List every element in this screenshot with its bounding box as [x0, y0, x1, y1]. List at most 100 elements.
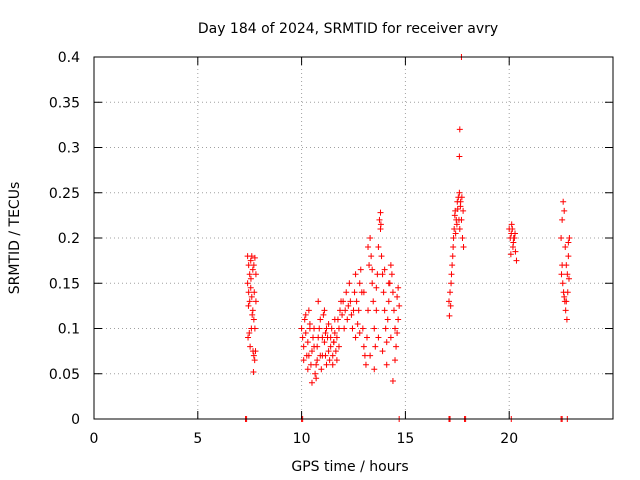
- data-point: [367, 235, 374, 241]
- data-point: [299, 334, 306, 341]
- data-point: [347, 298, 354, 305]
- data-point: [311, 325, 318, 332]
- data-point: [344, 316, 351, 323]
- data-point: [307, 361, 314, 368]
- data-point: [383, 339, 390, 346]
- data-point: [245, 302, 252, 309]
- data-point: [323, 325, 330, 332]
- data-point: [327, 334, 334, 341]
- data-point: [355, 307, 362, 314]
- data-point: [356, 330, 363, 337]
- data-point: [566, 235, 573, 241]
- data-point: [459, 235, 466, 241]
- data-point: [509, 244, 516, 251]
- data-point: [384, 316, 391, 323]
- data-point: [246, 271, 253, 278]
- data-point: [377, 209, 384, 216]
- data-point: [561, 207, 568, 214]
- data-point: [563, 298, 570, 305]
- data-point: [246, 298, 253, 305]
- data-point: [342, 307, 349, 314]
- data-point: [320, 311, 327, 318]
- data-point: [308, 348, 315, 355]
- data-point: [343, 289, 350, 296]
- data-point: [563, 316, 570, 323]
- data-point: [305, 307, 312, 314]
- data-point: [385, 280, 392, 287]
- data-point: [305, 352, 312, 359]
- data-point: [341, 325, 348, 332]
- data-point: [395, 316, 402, 323]
- data-point: [450, 244, 457, 251]
- data-point: [323, 361, 330, 368]
- data-point: [445, 298, 452, 305]
- y-tick-label: 0.2: [58, 231, 80, 247]
- data-point: [250, 316, 257, 323]
- data-point: [331, 316, 338, 323]
- data-point: [447, 302, 454, 309]
- data-point: [362, 361, 369, 368]
- data-point: [387, 334, 394, 341]
- data-point: [251, 357, 258, 364]
- data-point: [246, 330, 253, 337]
- data-point: [326, 357, 333, 364]
- x-tick-label: 10: [293, 431, 311, 447]
- data-point: [310, 334, 317, 341]
- data-point: [329, 352, 336, 359]
- data-point: [451, 225, 458, 232]
- data-point: [368, 253, 375, 260]
- data-point: [564, 289, 571, 296]
- data-point: [558, 235, 565, 241]
- data-point: [350, 307, 357, 314]
- y-tick-label: 0.35: [49, 95, 80, 111]
- data-point: [456, 126, 463, 133]
- data-point: [247, 343, 254, 350]
- data-point: [313, 375, 320, 382]
- plot-frame: [93, 56, 614, 420]
- data-point: [360, 343, 367, 350]
- data-point: [251, 289, 258, 296]
- data-point: [458, 194, 465, 201]
- data-point: [330, 339, 337, 346]
- data-point: [346, 280, 353, 287]
- data-point: [456, 153, 463, 160]
- x-tick-label: 5: [193, 431, 202, 447]
- data-point: [456, 225, 463, 232]
- data-point: [333, 357, 340, 364]
- data-point: [308, 379, 315, 386]
- data-point: [247, 257, 254, 264]
- data-point: [380, 289, 387, 296]
- data-point: [452, 230, 459, 237]
- axis-ticks: [93, 56, 613, 420]
- data-point: [248, 293, 255, 300]
- data-point: [396, 302, 403, 309]
- data-point: [512, 248, 519, 255]
- data-point: [349, 325, 356, 332]
- data-point: [392, 357, 399, 364]
- data-point: [369, 266, 376, 273]
- data-point: [509, 225, 516, 232]
- data-point: [325, 348, 332, 355]
- y-tick-label: 0.15: [49, 276, 80, 292]
- data-point: [387, 262, 394, 269]
- data-point: [302, 330, 309, 337]
- data-point: [315, 334, 322, 341]
- data-point: [317, 316, 324, 323]
- data-point: [371, 366, 378, 373]
- data-point: [565, 253, 572, 260]
- data-point: [559, 216, 566, 223]
- data-point: [352, 271, 359, 278]
- data-point: [312, 370, 319, 377]
- data-point: [304, 339, 311, 346]
- data-point: [562, 307, 569, 314]
- data-point: [381, 307, 388, 314]
- y-tick-label: 0: [71, 412, 80, 428]
- y-tick-label: 0.1: [58, 322, 80, 338]
- data-point: [446, 312, 453, 319]
- data-point: [558, 271, 565, 278]
- data-points: [242, 54, 573, 422]
- data-point: [559, 262, 566, 269]
- data-point: [249, 307, 256, 314]
- data-point: [245, 289, 252, 296]
